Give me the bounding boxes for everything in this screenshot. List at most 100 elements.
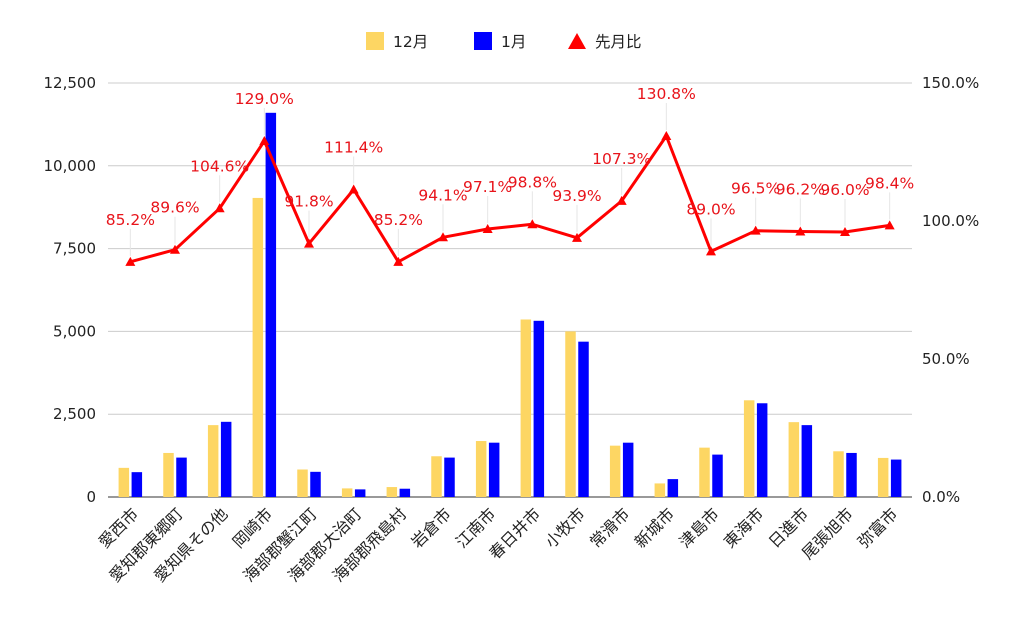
bars — [118, 112, 902, 498]
ratio-line — [125, 130, 895, 266]
bar-december — [118, 467, 130, 497]
left-axis-tick-label: 5,000 — [53, 322, 96, 340]
category-label: 東海市 — [720, 504, 767, 551]
bar-december — [699, 447, 710, 497]
bar-december — [877, 457, 889, 497]
category-labels: 愛西市愛知郡東郷町愛知県その他岡崎市海部郡蟹江町海部郡大治町海部郡飛島村岩倉市江… — [95, 504, 902, 585]
ratio-data-label: 130.8% — [637, 85, 696, 103]
bar-january — [533, 320, 545, 497]
legend-label: 1月 — [501, 33, 526, 51]
bar-december — [163, 452, 174, 497]
bar-january — [399, 488, 411, 497]
bar-december — [386, 487, 398, 497]
bar-december — [341, 488, 353, 497]
bar-january — [667, 479, 679, 497]
bar-january — [890, 459, 902, 497]
bar-january — [444, 457, 455, 497]
bar-december — [520, 319, 532, 497]
ratio-data-label: 107.3% — [592, 150, 651, 168]
legend-label: 先月比 — [595, 33, 642, 51]
bar-december — [207, 425, 219, 497]
ratio-data-label: 85.2% — [106, 211, 155, 229]
bar-january — [578, 341, 589, 497]
bar-january — [220, 421, 232, 497]
ratio-data-label: 89.6% — [150, 199, 199, 217]
legend-triangle-icon — [568, 33, 586, 49]
ratio-point — [482, 224, 493, 234]
ratio-series-line — [129, 134, 890, 264]
ratio-point — [616, 195, 627, 205]
ratio-data-label: 96.0% — [820, 181, 869, 199]
bar-december — [475, 441, 487, 497]
bar-january — [488, 442, 500, 497]
label-leaders — [129, 102, 891, 256]
ratio-point — [661, 130, 672, 140]
ratio-data-label: 98.4% — [865, 174, 914, 192]
ratio-data-label: 96.2% — [776, 180, 825, 198]
legend-label: 12月 — [393, 33, 428, 51]
ratio-data-label: 104.6% — [190, 157, 249, 175]
ratio-data-label: 98.8% — [508, 173, 557, 191]
ratio-point — [125, 256, 136, 266]
bar-december — [431, 456, 442, 497]
bar-january — [310, 471, 321, 497]
ratio-point — [527, 219, 538, 229]
ratio-data-labels: 85.2%89.6%104.6%129.0%91.8%111.4%85.2%94… — [106, 85, 915, 229]
bar-january — [846, 452, 857, 497]
left-axis-tick-label: 0 — [86, 488, 96, 506]
ratio-point — [884, 220, 895, 230]
left-axis-tick-label: 2,500 — [53, 405, 96, 423]
bar-december — [743, 400, 755, 497]
ratio-point — [706, 246, 716, 256]
ratio-data-label: 85.2% — [374, 211, 423, 229]
left-axis-tick-label: 7,500 — [53, 240, 96, 258]
bar-january — [265, 112, 277, 498]
right-axis-tick-label: 50.0% — [922, 350, 970, 368]
category-label: 新城市 — [631, 504, 678, 551]
ratio-point — [840, 227, 850, 237]
left-axis-tick-label: 12,500 — [44, 74, 97, 92]
bar-december — [833, 451, 844, 497]
bar-december — [297, 469, 308, 497]
category-label: 岩倉市 — [407, 504, 454, 551]
left-axis-tick-label: 10,000 — [44, 157, 97, 175]
gridlines — [108, 82, 912, 498]
legend-swatch — [474, 32, 492, 50]
left-axis-tick-labels: 0 2,500 5,000 7,500 10,000 12,500 — [44, 74, 97, 506]
bar-december — [252, 197, 264, 498]
right-axis-tick-label: 0.0% — [922, 488, 960, 506]
ratio-point — [572, 232, 582, 242]
ratio-point — [438, 232, 448, 242]
bar-january — [801, 425, 813, 497]
bar-december — [609, 445, 621, 497]
ratio-data-label: 129.0% — [235, 90, 294, 108]
bar-january — [354, 489, 366, 497]
bar-january — [756, 403, 768, 497]
category-label: 弥富市 — [854, 504, 901, 551]
legend-swatch — [366, 32, 384, 50]
bar-january — [176, 457, 187, 497]
category-label: 常滑市 — [586, 504, 633, 551]
ratio-data-label: 93.9% — [552, 187, 601, 205]
ratio-data-label: 97.1% — [463, 178, 512, 196]
category-label: 小牧市 — [541, 504, 588, 551]
bar-december — [654, 483, 666, 497]
ratio-data-label: 91.8% — [284, 193, 333, 211]
ratio-point — [393, 256, 404, 266]
ratio-point — [795, 226, 806, 236]
right-axis-tick-label: 100.0% — [922, 212, 979, 230]
ratio-point — [750, 225, 761, 235]
bar-january — [712, 454, 723, 497]
ratio-point — [259, 135, 270, 145]
bar-december — [565, 331, 576, 497]
ratio-point — [214, 203, 225, 213]
ratio-data-label: 94.1% — [418, 186, 467, 204]
ratio-data-label: 89.0% — [686, 200, 735, 218]
ratio-point — [348, 184, 359, 194]
right-axis-tick-label: 150.0% — [922, 74, 979, 92]
ratio-point — [170, 244, 180, 254]
category-label: 津島市 — [675, 504, 722, 551]
ratio-point — [304, 238, 314, 248]
bar-december — [788, 422, 800, 497]
